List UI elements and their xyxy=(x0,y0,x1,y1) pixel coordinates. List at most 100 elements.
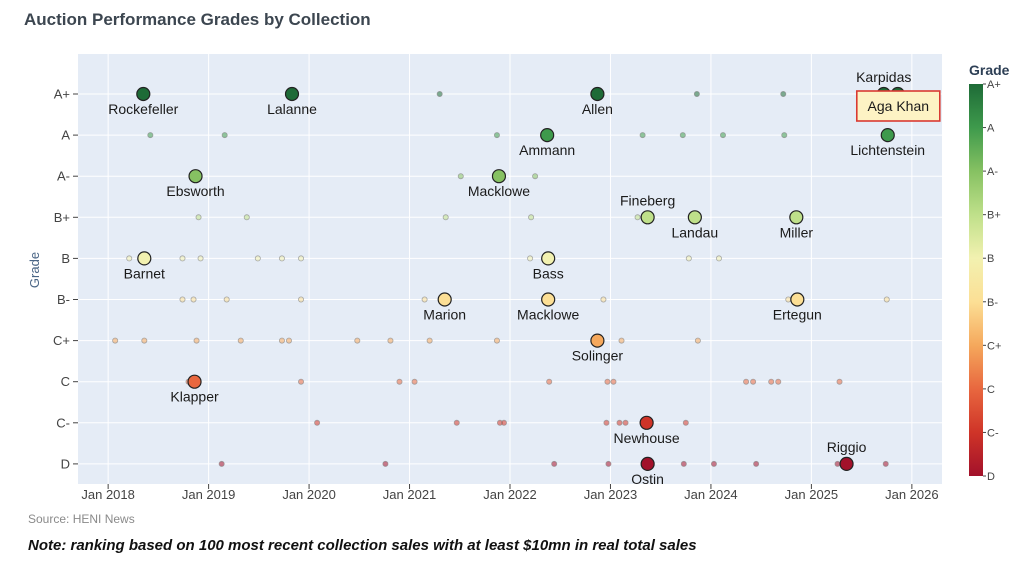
y-tick-label: A xyxy=(61,128,70,143)
other-sale-point xyxy=(179,255,186,262)
other-sale-point xyxy=(639,132,646,139)
collection-point xyxy=(491,169,507,184)
other-sale-point xyxy=(603,419,610,426)
other-sale-point xyxy=(411,378,418,385)
other-sale-point xyxy=(298,378,305,385)
collection-label: Solinger xyxy=(572,348,624,364)
other-sale-point xyxy=(780,91,787,98)
other-sale-point xyxy=(254,255,261,262)
collection-label: Bass xyxy=(533,265,564,281)
other-sale-point xyxy=(610,378,617,385)
other-sale-point xyxy=(314,419,321,426)
x-tick-label: Jan 2026 xyxy=(885,487,939,502)
other-sale-point xyxy=(278,337,285,344)
collection-point xyxy=(188,169,203,184)
x-tick-label: Jan 2024 xyxy=(684,487,738,502)
colorbar-tick-label: A- xyxy=(987,166,998,178)
other-sale-point xyxy=(685,255,692,262)
collection-point xyxy=(639,415,654,430)
collection-label: Ertegun xyxy=(773,307,822,323)
other-sale-point xyxy=(605,460,612,467)
collection-label: Ammann xyxy=(519,142,575,158)
source-text: Source: HENI News xyxy=(28,512,135,526)
collection-label: Landau xyxy=(671,224,718,240)
other-sale-point xyxy=(768,378,775,385)
other-sale-point xyxy=(426,337,433,344)
x-tick-label: Jan 2019 xyxy=(182,487,236,502)
other-sale-point xyxy=(500,419,507,426)
note-text: Note: ranking based on 100 most recent c… xyxy=(28,537,697,554)
other-sale-point xyxy=(453,419,460,426)
x-tick-label: Jan 2020 xyxy=(282,487,336,502)
x-tick-label: Jan 2025 xyxy=(785,487,839,502)
other-sale-point xyxy=(396,378,403,385)
other-sale-point xyxy=(836,378,843,385)
collection-label: Barnet xyxy=(124,265,165,281)
other-sale-point xyxy=(616,419,623,426)
y-axis-title: Grade xyxy=(27,252,42,288)
collection-label: Miller xyxy=(780,224,814,240)
other-sale-point xyxy=(882,460,889,467)
highlighted-points: Rockefeller Lalanne Allen Karpidas Aga Khan A… xyxy=(108,69,941,487)
other-sale-point xyxy=(604,378,611,385)
other-sale-point xyxy=(634,214,641,221)
collection-label: Macklowe xyxy=(468,183,530,199)
collection-label: Lichtenstein xyxy=(850,142,925,158)
collection-label: Klapper xyxy=(170,389,219,405)
other-sale-point xyxy=(618,337,625,344)
other-sale-point xyxy=(285,337,292,344)
other-sale-point xyxy=(193,337,200,344)
other-sale-point xyxy=(243,214,250,221)
other-sale-point xyxy=(693,91,700,98)
other-sale-point xyxy=(883,296,890,303)
collection-label: Marion xyxy=(423,307,466,323)
collection-point xyxy=(437,292,452,307)
highlight-box xyxy=(855,90,941,122)
x-tick-label: Jan 2018 xyxy=(81,487,135,502)
collection-label: Ostin xyxy=(631,471,664,487)
other-sale-point xyxy=(197,255,204,262)
other-sale-point xyxy=(775,378,782,385)
x-gridlines xyxy=(107,54,913,484)
colorbar-title: Grade xyxy=(969,62,1010,78)
y-tick-label: A+ xyxy=(54,87,70,102)
other-sale-point xyxy=(278,255,285,262)
other-sale-point xyxy=(680,460,687,467)
other-sale-point xyxy=(750,378,757,385)
other-sale-point xyxy=(600,296,607,303)
y-tick-label: A- xyxy=(57,169,70,184)
other-sale-point xyxy=(493,337,500,344)
other-sale-point xyxy=(218,460,225,467)
collection-point xyxy=(284,86,300,102)
other-sale-point xyxy=(622,419,629,426)
other-sale-point xyxy=(493,132,500,139)
collection-point xyxy=(839,456,854,471)
other-sale-point xyxy=(785,296,792,303)
collection-point xyxy=(789,210,804,225)
collection-point xyxy=(540,128,555,143)
colorbar: Grade A+ A A- B+ B B- C+ C C- D xyxy=(969,62,1010,483)
collection-point xyxy=(790,292,805,307)
y-tick-label: D xyxy=(61,456,70,471)
other-sale-point xyxy=(354,337,361,344)
colorbar-gradient xyxy=(969,84,983,476)
collection-label: Macklowe xyxy=(517,307,579,323)
other-sale-point xyxy=(682,419,689,426)
colorbar-tick-label: C xyxy=(987,384,995,396)
collection-point xyxy=(687,210,702,225)
other-sale-point xyxy=(141,337,148,344)
colorbar-tick-label: B- xyxy=(987,297,998,309)
collection-label: Aga Khan xyxy=(868,98,930,114)
other-sale-point xyxy=(546,378,553,385)
other-sale-point xyxy=(753,460,760,467)
other-sale-point xyxy=(237,337,244,344)
colorbar-tick-label: C+ xyxy=(987,340,1001,352)
other-sale-point xyxy=(532,173,539,180)
other-sale-point xyxy=(436,91,443,98)
other-sale-point xyxy=(710,460,717,467)
other-sale-point xyxy=(190,296,197,303)
other-sale-point xyxy=(551,460,558,467)
other-sale-point xyxy=(442,214,449,221)
collection-point xyxy=(640,456,655,471)
colorbar-tick-label: C- xyxy=(987,427,999,439)
